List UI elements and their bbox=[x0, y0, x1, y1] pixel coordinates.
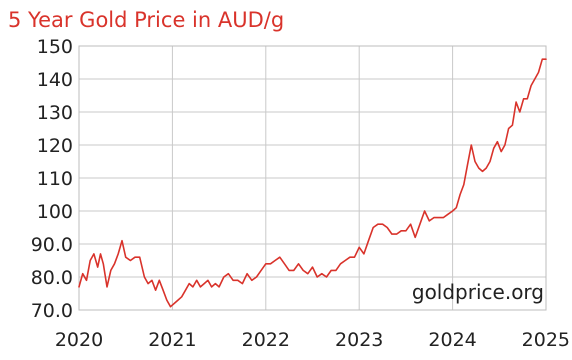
y-tick-label: 140 bbox=[37, 69, 73, 91]
y-tick-label: 120 bbox=[37, 135, 73, 157]
gold-price-line bbox=[78, 58, 547, 308]
x-tick-label: 2020 bbox=[55, 329, 103, 351]
y-tick-label: 70.0 bbox=[31, 300, 73, 322]
series-layer bbox=[78, 58, 547, 308]
y-tick-label: 80.0 bbox=[31, 267, 73, 289]
y-tick-label: 90.0 bbox=[31, 234, 73, 256]
y-axis-ticks: 70.0 80.0 90.0 100 110 120 130 140 150 bbox=[31, 36, 73, 322]
watermark-label: goldprice.org bbox=[412, 280, 544, 304]
x-tick-label: 2025 bbox=[522, 329, 570, 351]
y-tick-label: 130 bbox=[37, 102, 73, 124]
x-tick-label: 2021 bbox=[148, 329, 196, 351]
x-axis-ticks: 2020 2021 2022 2023 2024 2025 bbox=[55, 329, 570, 351]
chart-title: 5 Year Gold Price in AUD/g bbox=[8, 8, 284, 32]
y-tick-label: 100 bbox=[37, 201, 73, 223]
grid-lines bbox=[79, 46, 546, 310]
x-tick-label: 2024 bbox=[428, 329, 476, 351]
y-tick-label: 110 bbox=[37, 168, 73, 190]
plot-frame bbox=[78, 45, 547, 311]
y-tick-label: 150 bbox=[37, 36, 73, 58]
x-tick-label: 2022 bbox=[242, 329, 290, 351]
x-tick-label: 2023 bbox=[335, 329, 383, 351]
